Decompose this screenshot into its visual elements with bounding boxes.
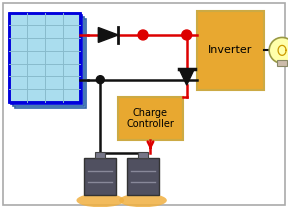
Circle shape xyxy=(96,76,104,84)
FancyBboxPatch shape xyxy=(15,19,86,108)
FancyBboxPatch shape xyxy=(9,13,80,102)
FancyBboxPatch shape xyxy=(277,60,287,66)
FancyBboxPatch shape xyxy=(118,97,183,140)
FancyBboxPatch shape xyxy=(197,11,264,90)
Text: Charge
Controller: Charge Controller xyxy=(127,108,174,129)
FancyBboxPatch shape xyxy=(3,3,285,205)
Polygon shape xyxy=(179,69,194,85)
Circle shape xyxy=(269,37,289,63)
Ellipse shape xyxy=(77,193,124,207)
Polygon shape xyxy=(98,27,118,42)
Circle shape xyxy=(182,30,192,40)
Ellipse shape xyxy=(119,193,167,207)
Text: Inverter: Inverter xyxy=(208,45,253,55)
FancyBboxPatch shape xyxy=(127,158,159,195)
Circle shape xyxy=(138,30,148,40)
FancyBboxPatch shape xyxy=(84,158,116,195)
FancyBboxPatch shape xyxy=(13,17,84,106)
FancyBboxPatch shape xyxy=(11,15,82,104)
FancyBboxPatch shape xyxy=(95,152,105,158)
FancyBboxPatch shape xyxy=(138,152,148,158)
